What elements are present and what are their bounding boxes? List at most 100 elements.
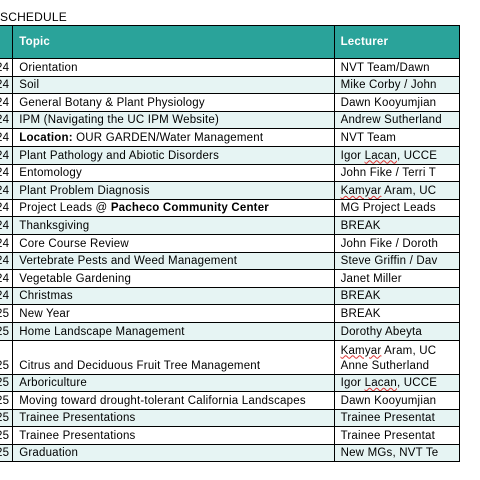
- date-cell: 24: [0, 110, 14, 130]
- date-cell: 24: [0, 75, 14, 95]
- lecturer-cell: Trainee Presentat: [333, 426, 461, 445]
- table-row: 24Location: OUR GARDEN/Water ManagementN…: [0, 128, 461, 147]
- lecturer-cell: Dorothy Abeyta: [333, 321, 461, 341]
- table-header-row: Topic Lecturer: [0, 25, 461, 59]
- spellcheck-word: Lacan: [364, 377, 397, 390]
- header-lecturer: Lecturer: [333, 25, 461, 59]
- topic-cell: Orientation: [12, 58, 335, 77]
- topic-cell: Location: OUR GARDEN/Water Management: [12, 128, 335, 147]
- topic-cell: Citrus and Deciduous Fruit Tree Manageme…: [12, 339, 335, 375]
- lecturer-cell: John Fike / Doroth: [333, 233, 461, 253]
- topic-cell: Vegetable Gardening: [12, 269, 335, 288]
- date-cell: 25: [0, 373, 14, 393]
- table-row: 24Plant Pathology and Abiotic DisordersI…: [0, 145, 461, 165]
- schedule-table: Topic Lecturer 24OrientationNVT Team/Daw…: [0, 25, 461, 463]
- topic-cell: Project Leads @ Pacheco Community Center: [12, 198, 335, 218]
- table-row: 24Project Leads @ Pacheco Community Cent…: [0, 198, 461, 218]
- lecturer-cell: BREAK: [333, 286, 461, 306]
- schedule-heading: SCHEDULE: [0, 10, 67, 24]
- date-cell: 25: [0, 391, 14, 410]
- lecturer-cell: Steve Griffin / Dav: [333, 251, 461, 271]
- date-cell: 24: [0, 233, 14, 253]
- lecturer-cell: Dawn Kooyumjian: [333, 391, 461, 410]
- date-cell: 24: [0, 198, 14, 218]
- lecturer-cell: NVT Team: [333, 128, 461, 147]
- lecturer-cell: Kamyar Aram, UC Anne Sutherland: [333, 339, 461, 375]
- topic-text: OUR GARDEN/Water Management: [72, 131, 264, 144]
- table-row: 24SoilMike Corby / John: [0, 75, 461, 95]
- date-cell: 24: [0, 58, 14, 77]
- date-cell: 24: [0, 163, 14, 183]
- topic-cell: Soil: [12, 75, 335, 95]
- lecturer-cell: Dawn Kooyumjian: [333, 93, 461, 112]
- topic-cell: Moving toward drought-tolerant Californi…: [12, 391, 335, 410]
- date-cell: 24: [0, 181, 14, 200]
- table-row: 24ChristmasBREAK: [0, 286, 461, 306]
- lecturer-cell: John Fike / Terri T: [333, 163, 461, 183]
- table-row: 24Vertebrate Pests and Weed ManagementSt…: [0, 251, 461, 271]
- spellcheck-word: Kamyar: [340, 184, 382, 197]
- table-row: 24IPM (Navigating the UC IPM Website)And…: [0, 110, 461, 130]
- date-cell: 25: [0, 304, 14, 323]
- date-cell: 24: [0, 251, 14, 271]
- table-row: 25Moving toward drought-tolerant Califor…: [0, 391, 461, 410]
- lecturer-cell: Kamyar Aram, UC: [333, 181, 461, 200]
- lecturer-cell: Igor Lacan, UCCE: [333, 373, 461, 393]
- header-topic: Topic: [12, 25, 335, 59]
- lecturer-line: Kamyar Aram, UC: [340, 344, 437, 357]
- lecturer-cell: BREAK: [333, 216, 461, 235]
- lecturer-cell: MG Project Leads: [333, 198, 461, 218]
- lecturer-cell: NVT Team/Dawn: [333, 58, 461, 77]
- topic-cell: Home Landscape Management: [12, 321, 335, 341]
- topic-cell: General Botany & Plant Physiology: [12, 93, 335, 112]
- topic-cell: Core Course Review: [12, 233, 335, 253]
- topic-cell: IPM (Navigating the UC IPM Website): [12, 110, 335, 130]
- lecturer-cell: Janet Miller: [333, 269, 461, 288]
- date-cell: 24: [0, 145, 14, 165]
- topic-bold-label: Location:: [19, 131, 73, 144]
- spellcheck-word: Kamyar: [340, 344, 382, 357]
- lecturer-cell: Andrew Sutherland: [333, 110, 461, 130]
- table-row: 24ThanksgivingBREAK: [0, 216, 461, 235]
- table-row: 25Citrus and Deciduous Fruit Tree Manage…: [0, 339, 461, 375]
- table-row: 24EntomologyJohn Fike / Terri T: [0, 163, 461, 183]
- topic-cell: Arboriculture: [12, 373, 335, 393]
- topic-cell: Plant Pathology and Abiotic Disorders: [12, 145, 335, 165]
- topic-bold-location: Pacheco Community Center: [110, 202, 269, 215]
- date-cell: 25: [0, 339, 14, 375]
- topic-cell: Trainee Presentations: [12, 408, 335, 428]
- table-row: 24OrientationNVT Team/Dawn: [0, 58, 461, 77]
- date-cell: 25: [0, 443, 14, 463]
- topic-cell: Thanksgiving: [12, 216, 335, 235]
- table-row: 24General Botany & Plant PhysiologyDawn …: [0, 93, 461, 112]
- topic-cell: Christmas: [12, 286, 335, 306]
- spellcheck-word: Lacan: [364, 149, 397, 162]
- lecturer-cell: Igor Lacan, UCCE: [333, 145, 461, 165]
- date-cell: 24: [0, 269, 14, 288]
- date-cell: 24: [0, 93, 14, 112]
- table-row: 25GraduationNew MGs, NVT Te: [0, 443, 461, 463]
- table-row: 25ArboricultureIgor Lacan, UCCE: [0, 373, 461, 393]
- lecturer-cell: New MGs, NVT Te: [333, 443, 461, 463]
- topic-cell: Entomology: [12, 163, 335, 183]
- date-cell: 25: [0, 321, 14, 341]
- topic-cell: Vertebrate Pests and Weed Management: [12, 251, 335, 271]
- date-cell: 25: [0, 426, 14, 445]
- header-date: [0, 25, 14, 59]
- topic-cell: New Year: [12, 304, 335, 323]
- date-cell: 24: [0, 128, 14, 147]
- topic-text: Project Leads @: [19, 202, 111, 215]
- date-cell: 25: [0, 408, 14, 428]
- date-cell: 24: [0, 216, 14, 235]
- topic-cell: Trainee Presentations: [12, 426, 335, 445]
- lecturer-cell: Mike Corby / John: [333, 75, 461, 95]
- lecturer-line: Anne Sutherland: [340, 359, 430, 372]
- lecturer-cell: Trainee Presentat: [333, 408, 461, 428]
- lecturer-cell: BREAK: [333, 304, 461, 323]
